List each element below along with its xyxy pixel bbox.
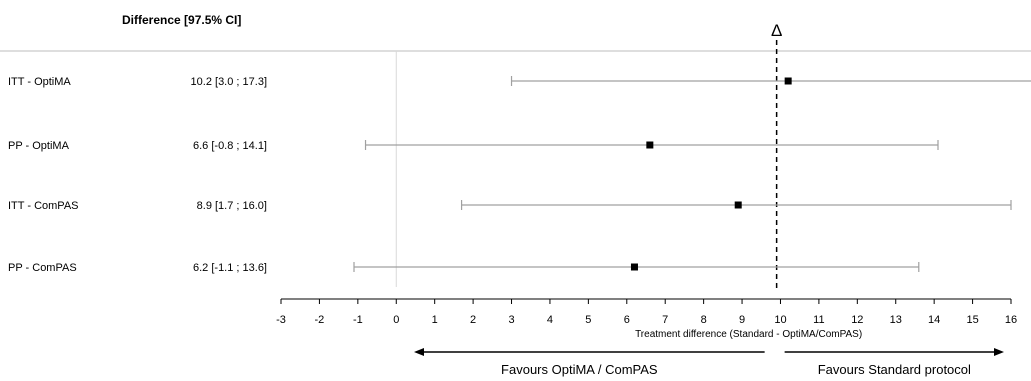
forest-row: ITT - OptiMA 10.2 [3.0 ; 17.3] [8, 76, 1031, 88]
x-tick-label: 11 [813, 314, 824, 326]
x-tick-label: 12 [851, 314, 863, 326]
margin-delta-label: Δ [771, 21, 782, 40]
row-label: ITT - OptiMA [8, 76, 71, 88]
x-tick-label: -3 [276, 314, 286, 326]
x-tick-label: 8 [701, 314, 707, 326]
x-axis-label: Treatment difference (Standard - OptiMA/… [635, 329, 862, 340]
x-tick-label: 15 [966, 314, 978, 326]
favours-right-label: Favours Standard protocol [818, 362, 971, 377]
point-estimate [784, 77, 792, 85]
point-estimate [630, 263, 638, 271]
x-tick-label: 1 [432, 314, 438, 326]
forest-row: PP - ComPAS 6.2 [-1.1 ; 13.6] [8, 262, 920, 274]
x-tick-label: 6 [624, 314, 630, 326]
row-label: ITT - ComPAS [8, 200, 79, 212]
row-label: PP - ComPAS [8, 262, 77, 274]
row-ci-text: 6.6 [-0.8 ; 14.1] [193, 140, 267, 152]
row-label: PP - OptiMA [8, 140, 70, 152]
row-ci-text: 8.9 [1.7 ; 16.0] [197, 200, 267, 212]
x-tick-label: 4 [547, 314, 553, 326]
row-ci-text: 6.2 [-1.1 ; 13.6] [193, 262, 267, 274]
x-tick-label: 16 [1005, 314, 1017, 326]
x-tick-label: 10 [774, 314, 786, 326]
x-tick-label: 9 [739, 314, 745, 326]
x-tick-label: 13 [890, 314, 902, 326]
forest-row: PP - OptiMA 6.6 [-0.8 ; 14.1] [8, 140, 939, 152]
x-tick-label: -2 [315, 314, 325, 326]
point-estimate [734, 201, 742, 209]
x-tick-label: 14 [928, 314, 940, 326]
point-estimate [646, 141, 654, 149]
x-tick-label: 2 [470, 314, 476, 326]
row-ci-text: 10.2 [3.0 ; 17.3] [191, 76, 267, 88]
forest-row: ITT - ComPAS 8.9 [1.7 ; 16.0] [8, 200, 1012, 212]
x-tick-label: 7 [662, 314, 668, 326]
x-tick-label: 0 [393, 314, 399, 326]
favours-left-arrow-head [414, 348, 424, 356]
x-tick-label: 5 [585, 314, 591, 326]
x-tick-label: -1 [353, 314, 363, 326]
favours-right-arrow-head [994, 348, 1004, 356]
column-header: Difference [97.5% CI] [122, 13, 241, 27]
x-tick-label: 3 [508, 314, 514, 326]
favours-left-label: Favours OptiMA / ComPAS [501, 362, 658, 377]
